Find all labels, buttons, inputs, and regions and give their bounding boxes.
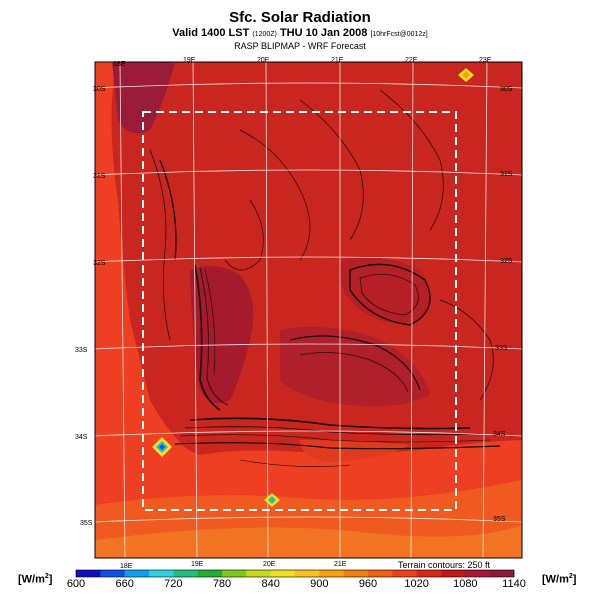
unit-right-close: ] <box>572 573 577 586</box>
unit-left-close: ] <box>48 573 53 586</box>
lat-label-right: 35S <box>493 516 506 523</box>
lon-label-bottom: 20E <box>263 561 276 568</box>
lon-label-top: 20E <box>257 57 270 64</box>
lon-label-bottom: 18E <box>120 563 133 570</box>
colorbar-tick-label: 1140 <box>502 578 526 590</box>
inner-domain-box <box>142 111 457 511</box>
low-radiation-spot-south <box>264 493 280 507</box>
southern-band-light <box>95 525 522 558</box>
color-bar-segment <box>368 570 393 577</box>
color-bar-segment <box>270 570 296 577</box>
color-bar-segment <box>100 570 125 577</box>
forecast-hours: [10hrFcst@0012z] <box>370 31 428 38</box>
lat-label-left: 30S <box>93 86 106 93</box>
map-subtitle: Valid 1400 LST (1200Z) THU 10 Jan 2008 [… <box>0 27 600 39</box>
lon-label-top: 18E <box>113 61 126 68</box>
colorbar-tick-label: 840 <box>261 578 280 590</box>
unit-left-text: [W/m <box>18 573 45 586</box>
lat-label-right: 33S <box>495 345 508 352</box>
mountain-ridge-north <box>339 256 430 324</box>
colorbar-tick-label: 720 <box>164 578 183 590</box>
color-bar-segment <box>295 570 320 577</box>
mountain-ridge-central <box>280 326 430 407</box>
lon-labels-top: 18E 19E 20E 21E 22E 23E <box>113 57 492 68</box>
lat-label-right: 30S <box>500 86 513 93</box>
terrain-contours <box>149 89 501 467</box>
terrain-contour-note: Terrain contours: 250 ft <box>398 560 491 570</box>
lat-label-left: 35S <box>80 520 93 527</box>
lat-label-left: 31S <box>93 173 106 180</box>
color-bar-segment <box>149 570 174 577</box>
lat-labels-left: 30S 31S 32S 33S 34S 35S <box>75 86 106 527</box>
unit-right-exp: 2 <box>568 573 573 580</box>
color-bar-segment <box>173 570 198 577</box>
color-bar-segment <box>392 570 417 577</box>
lon-label-bottom: 19E <box>191 561 204 568</box>
graticule <box>95 62 522 558</box>
color-bar-segment <box>416 570 442 577</box>
low-radiation-spot-northeast <box>458 68 474 82</box>
coastal-lowland <box>300 440 410 462</box>
lat-labels-right: 30S 31S 32S 33S 34S 35S <box>493 86 513 523</box>
color-bar-segment <box>343 570 369 577</box>
lon-label-bottom: 21E <box>334 561 347 568</box>
colorbar-tick-label: 600 <box>66 578 86 590</box>
colorbar-tick-label: 960 <box>358 578 378 590</box>
map-frame <box>94 61 523 559</box>
colorbar-tick-label: 660 <box>115 578 134 590</box>
lat-label-right: 34S <box>493 431 506 438</box>
colorbar-tick-label: 1080 <box>453 578 478 590</box>
lon-labels-bottom: 18E 19E 20E 21E <box>120 561 347 570</box>
lon-label-top: 21E <box>331 57 344 64</box>
unit-right-text: [W/m <box>542 573 569 586</box>
color-bar-segment <box>76 570 101 577</box>
colorbar-tick-label: 900 <box>310 578 329 590</box>
colorbar-unit-left: [W/m2] <box>18 573 52 586</box>
lat-label-right: 32S <box>500 258 513 265</box>
color-bar-segment <box>246 570 271 577</box>
color-bar-segment <box>441 570 466 577</box>
colorbar-tick-label: 780 <box>212 578 232 590</box>
color-bar-frame <box>75 569 515 578</box>
lon-label-top: 22E <box>405 57 418 64</box>
lat-label-left: 34S <box>75 434 88 441</box>
lon-label-top: 19E <box>183 57 196 64</box>
model-name: RASP BLIPMAP - WRF Forecast <box>234 41 366 51</box>
color-bar-segment <box>319 570 344 577</box>
color-bar <box>76 570 515 577</box>
map-plot-area <box>95 62 522 558</box>
low-radiation-spot-cape-point <box>152 437 172 457</box>
lat-label-right: 31S <box>500 171 513 178</box>
color-bar-segment <box>124 570 150 577</box>
valid-date: THU 10 Jan 2008 <box>279 27 368 39</box>
color-bar-segment <box>222 570 247 577</box>
colorbar-tick-label: 1020 <box>404 578 429 590</box>
valid-time: Valid 1400 LST <box>172 27 250 39</box>
lon-label-top: 23E <box>479 57 492 64</box>
lat-label-left: 32S <box>93 260 106 267</box>
color-bar-segment <box>489 570 515 577</box>
color-bar-segment <box>465 570 490 577</box>
colorbar-unit-right: [W/m2] <box>542 573 576 586</box>
color-bar-segment <box>197 570 223 577</box>
map-title: Sfc. Solar Radiation <box>229 9 371 26</box>
valid-time-utc: (1200Z) <box>252 31 277 38</box>
unit-left-exp: 2 <box>44 573 49 580</box>
lat-label-left: 33S <box>75 347 88 354</box>
northwest-high-ground <box>112 62 175 134</box>
